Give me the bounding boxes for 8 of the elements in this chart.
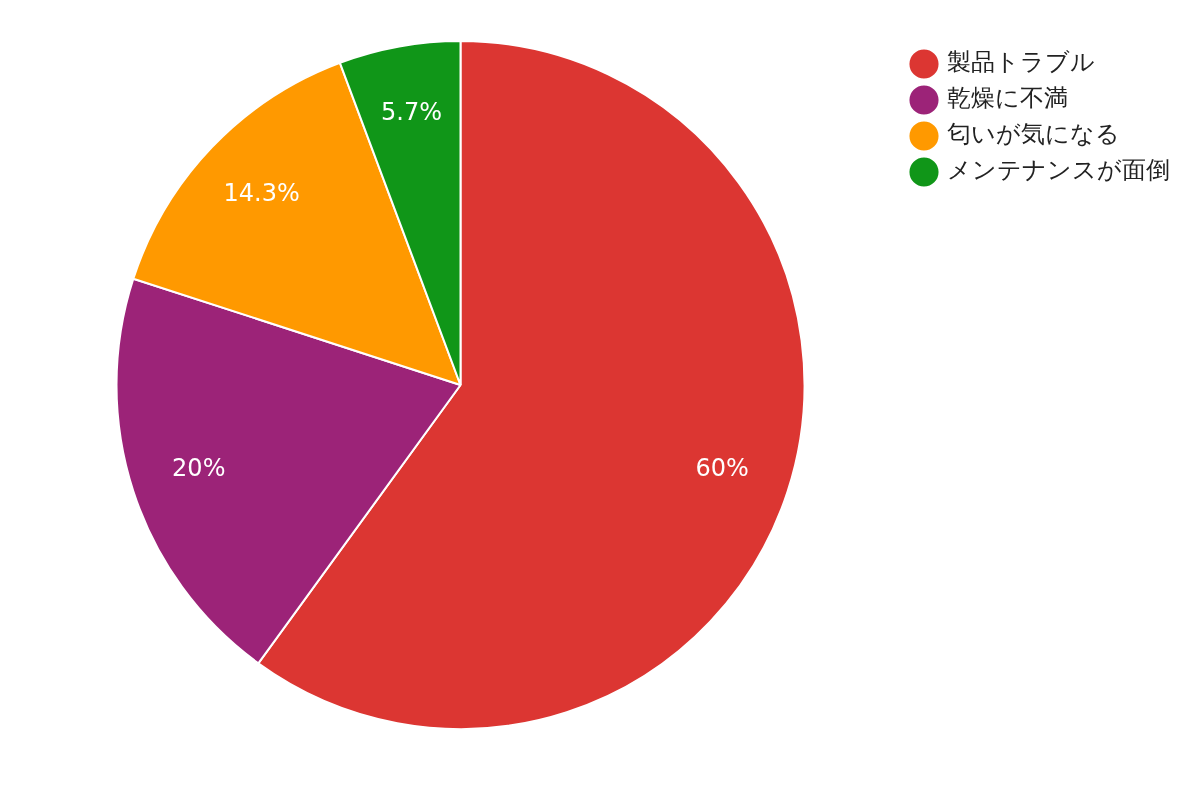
- data-label: 60%: [695, 454, 749, 483]
- data-label: 5.7%: [380, 98, 442, 127]
- data-label: 20%: [172, 454, 226, 483]
- legend-label: 製品トラブル: [947, 48, 1095, 77]
- data-label: 14.3%: [223, 178, 300, 207]
- legend-label: 匂いが気になる: [947, 120, 1120, 149]
- legend-label: メンテナンスが面倒: [947, 156, 1170, 185]
- legend-label: 乾燥に不満: [947, 84, 1068, 113]
